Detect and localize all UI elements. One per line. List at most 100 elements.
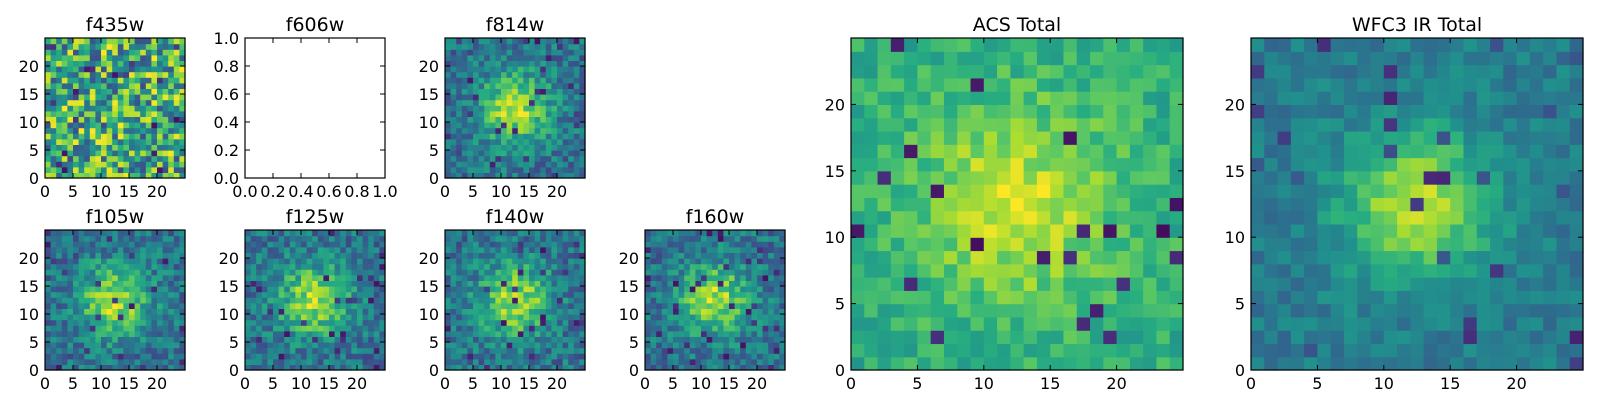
heatmap-cell [445,166,452,173]
heatmap-cell [357,246,364,253]
heatmap-cell [123,38,130,45]
heatmap-cell [1156,104,1171,119]
heatmap-cell [695,241,702,248]
heatmap-cell [456,138,463,145]
heatmap-cell [484,99,491,106]
heatmap-cell [851,197,865,212]
heatmap-cell [1370,290,1385,305]
heatmap-cell [362,330,369,337]
heatmap-cell [512,297,519,304]
heatmap-cell [540,155,547,162]
heatmap-cell [495,269,502,276]
heatmap-cell [523,105,530,112]
heatmap-cell [273,263,280,270]
heatmap-cell [495,308,502,315]
heatmap-cell [573,297,580,304]
heatmap-cell [323,280,330,287]
heatmap-cell [551,336,558,343]
heatmap-cell [95,330,102,337]
heatmap-cell [123,314,130,321]
heatmap-cell [943,157,958,172]
heatmap-cell [179,230,186,237]
heatmap-cell [261,319,268,326]
heatmap-cell [284,297,291,304]
heatmap-cell [89,330,96,337]
heatmap-cell [695,291,702,298]
heatmap-cell [461,241,468,248]
heatmap-cell [50,286,57,293]
heatmap-cell [489,144,496,151]
heatmap-cell [157,269,164,276]
heatmap-cell [1023,263,1038,278]
heatmap-cell [129,302,136,309]
heatmap-cell [1290,263,1305,278]
heatmap-cell [123,116,130,123]
heatmap-cell [997,343,1011,358]
heatmap-cell [1543,290,1558,305]
heatmap-cell [478,49,485,56]
heatmap-cell [162,230,169,237]
heatmap-cell [456,269,463,276]
heatmap-cell [1556,223,1571,238]
heatmap-cell [317,274,324,281]
heatmap-cell [456,166,463,173]
heatmap-cell [890,197,905,212]
heatmap-cell [540,116,547,123]
heatmap-cell [1343,237,1358,252]
heatmap-cell [568,94,575,101]
heatmap-cell [368,246,375,253]
heatmap-cell [851,237,865,252]
heatmap-cell [312,230,319,237]
heatmap-cell [762,336,769,343]
heatmap-cell [467,246,474,253]
heatmap-cell [1343,223,1358,238]
heatmap-cell [568,297,575,304]
heatmap-cell [45,235,52,242]
heatmap-cell [534,347,541,354]
heatmap-cell [877,263,892,278]
heatmap-cell [1143,316,1158,331]
heatmap-cell [551,155,558,162]
heatmap-cell [645,269,652,276]
panel-title-f814w: f814w [486,14,545,36]
heatmap-cell [512,99,519,106]
heatmap-cell [890,38,905,52]
heatmap-cell [1317,343,1332,358]
heatmap-cell [78,110,85,117]
heatmap-cell [506,166,513,173]
heatmap-cell [317,330,324,337]
heatmap-cell [997,356,1011,371]
heatmap-cell [473,54,480,61]
heatmap-cell [112,269,119,276]
heatmap-cell [50,49,57,56]
heatmap-cell [134,49,141,56]
heatmap-cell [450,66,457,73]
heatmap-cell [340,314,347,321]
heatmap-cell [1023,157,1038,172]
heatmap-cell [145,319,152,326]
heatmap-cell [1383,343,1398,358]
heatmap-cell [650,319,657,326]
heatmap-cell [67,49,74,56]
panel-title-f606w: f606w [286,14,345,36]
heatmap-cell [278,314,285,321]
heatmap-cell [179,358,186,365]
heatmap-cell [656,291,663,298]
heatmap-cell [461,60,468,67]
heatmap-cell [757,241,764,248]
heatmap-cell [695,325,702,332]
heatmap-cell [751,280,758,287]
heatmap-cell [773,235,780,242]
heatmap-cell [1503,250,1518,265]
heatmap-cell [151,342,158,349]
heatmap-cell [545,241,552,248]
heatmap-cell [312,235,319,242]
heatmap-cell [50,280,57,287]
heatmap-cell [757,269,764,276]
heatmap-cell [157,116,164,123]
heatmap-cell [529,364,536,371]
heatmap-cell [117,166,124,173]
heatmap-cell [1304,303,1318,318]
heatmap-cell [1063,144,1078,159]
heatmap-cell [129,60,136,67]
